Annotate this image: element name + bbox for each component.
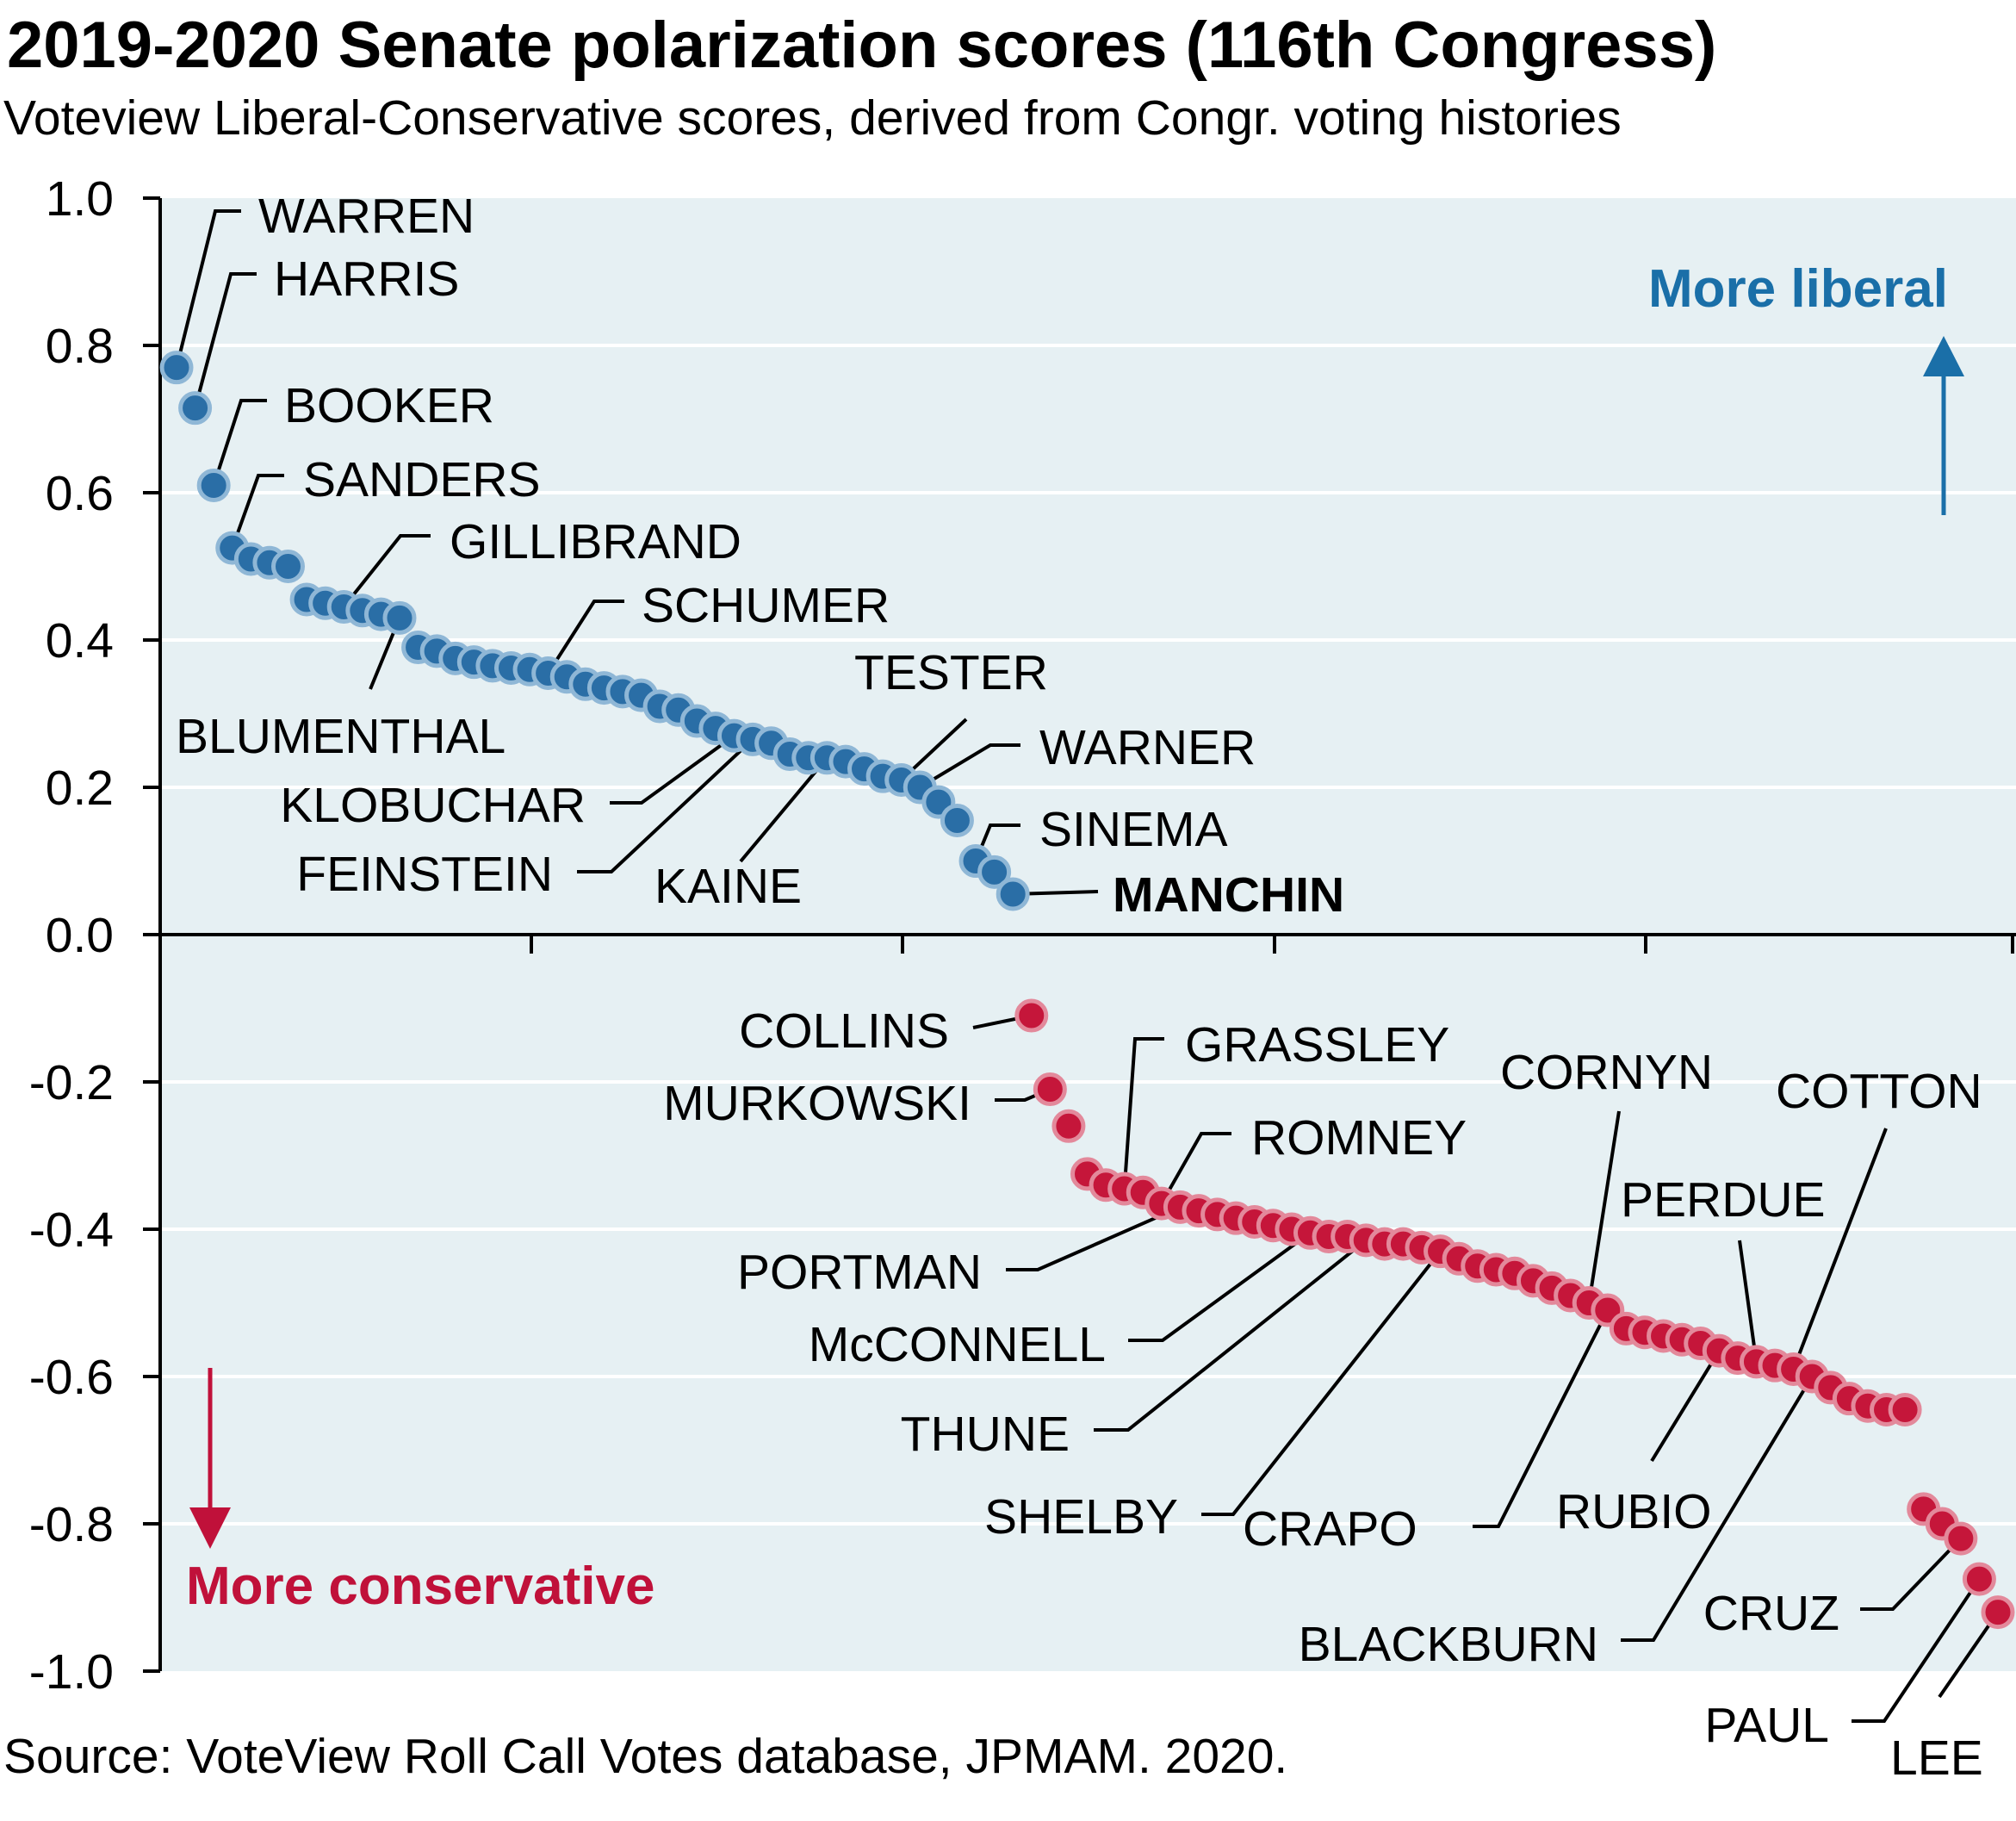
y-tick-label: 1.0 (46, 171, 114, 227)
senator-label: KAINE (654, 859, 802, 914)
leader-line (1122, 1037, 1164, 1190)
leader-line (1860, 1537, 1963, 1611)
leader-line (1938, 1611, 2000, 1699)
leader-line (1650, 1350, 1721, 1463)
y-tick-label: 0.2 (46, 761, 114, 816)
leader-line (739, 756, 828, 863)
republican-senator-point (1014, 998, 1049, 1033)
data-points (159, 351, 2015, 1630)
democrat-senator-point (178, 391, 213, 426)
up-arrow-head-icon (1923, 336, 1964, 376)
leader-line (919, 743, 1020, 789)
leader-line (1006, 1205, 1182, 1271)
y-tick-label: -0.2 (29, 1055, 114, 1110)
label-leader-lines (175, 209, 2000, 1723)
senator-label: GILLIBRAND (450, 514, 741, 569)
y-tick-label: 0.4 (46, 613, 114, 668)
democrat-senator-point (270, 550, 305, 583)
senator-label: SANDERS (303, 452, 541, 507)
leader-line (230, 474, 284, 549)
senator-label: HARRIS (274, 252, 459, 307)
senator-label: COTTON (1776, 1064, 1982, 1119)
leader-line (193, 272, 257, 409)
senator-label: PERDUE (1621, 1172, 1826, 1227)
senator-label: ROMNEY (1251, 1110, 1467, 1165)
y-tick-label: 0.6 (46, 466, 114, 521)
republican-senator-point (1888, 1392, 1922, 1426)
more-conservative-label: More conservative (186, 1557, 654, 1616)
democrat-senator-point (196, 468, 231, 502)
senator-label: COLLINS (739, 1004, 949, 1059)
republican-senator-point (1962, 1562, 1996, 1596)
senator-label: MURKOWSKI (663, 1076, 971, 1131)
leader-line (1094, 1239, 1368, 1432)
republican-senator-point (1033, 1072, 1067, 1107)
republican-senator-point (1051, 1109, 1086, 1143)
chart-title: 2019-2020 Senate polarization scores (11… (7, 9, 1717, 82)
democrat-senator-point (159, 351, 194, 385)
leader-line (212, 399, 267, 487)
y-axis: 1.0 0.8 0.6 0.4 0.2 0.0 -0.2 -0.4 -0.6 -0.8 -1.0 (29, 171, 2016, 1700)
y-tick-label: -0.4 (29, 1203, 114, 1258)
senator-label: CRAPO (1243, 1501, 1417, 1557)
direction-annotations: More liberal More conservative (186, 259, 1964, 1616)
y-tick-label: -1.0 (29, 1644, 114, 1700)
senator-label: SHELBY (984, 1489, 1178, 1544)
democrat-senator-point (940, 803, 974, 837)
senator-label: RUBIO (1556, 1484, 1712, 1539)
y-tick-label: -0.6 (29, 1350, 114, 1405)
leader-line (610, 734, 735, 805)
senator-label: SINEMA (1039, 802, 1228, 857)
democrat-senator-point (382, 600, 417, 635)
leader-line (1473, 1309, 1610, 1528)
leader-line (577, 737, 754, 873)
leader-line (546, 600, 624, 674)
grid-lines (160, 344, 2016, 1526)
republican-senator-point (1944, 1521, 1978, 1556)
senator-label: WARNER (1039, 720, 1256, 775)
senator-label: McCONNELL (809, 1317, 1106, 1372)
leader-line (1621, 1375, 1814, 1642)
senator-labels: WARREN HARRIS BOOKER SANDERS GILLIBRAND BLUME… (176, 189, 1983, 1786)
senator-label: MANCHIN (1113, 867, 1344, 923)
senator-label: THUNE (901, 1407, 1070, 1462)
y-tick-label: 0.0 (46, 908, 114, 963)
leader-line (1738, 1240, 1759, 1363)
leader-line (1160, 1132, 1231, 1205)
senator-label: WARREN (258, 189, 475, 244)
senator-label: KLOBUCHAR (280, 778, 586, 833)
y-tick-label: 0.8 (46, 319, 114, 374)
senator-label: PORTMAN (737, 1245, 982, 1300)
senator-label: CRUZ (1703, 1586, 1839, 1641)
down-arrow-head-icon (189, 1507, 231, 1549)
more-liberal-label: More liberal (1648, 259, 1948, 319)
senator-label: SCHUMER (642, 578, 890, 633)
leader-line (1201, 1250, 1442, 1516)
senator-label: BOOKER (284, 378, 494, 433)
leader-line (1852, 1578, 1982, 1723)
leader-line (342, 534, 431, 608)
leader-line (1791, 1128, 1888, 1370)
senator-label: CORNYN (1500, 1045, 1713, 1100)
leader-line (1587, 1110, 1621, 1303)
leader-line (1128, 1231, 1312, 1342)
senator-label: BLACKBURN (1299, 1617, 1598, 1672)
chart-source: Source: VoteView Roll Call Votes databas… (3, 1729, 1288, 1784)
senator-label: LEE (1890, 1731, 1983, 1786)
y-tick-label: -0.8 (29, 1497, 114, 1552)
senator-label: FEINSTEIN (296, 847, 553, 902)
leader-line (175, 209, 241, 369)
democrat-senator-point (996, 877, 1030, 911)
republican-senator-point (1981, 1595, 2015, 1630)
senator-label: GRASSLEY (1185, 1017, 1449, 1072)
senator-label: TESTER (854, 645, 1048, 700)
democrat-senator-point (977, 855, 1012, 889)
senator-label: PAUL (1704, 1698, 1829, 1753)
senator-label: BLUMENTHAL (176, 709, 506, 764)
chart-subtitle: Voteview Liberal-Conservative scores, de… (3, 90, 1622, 146)
